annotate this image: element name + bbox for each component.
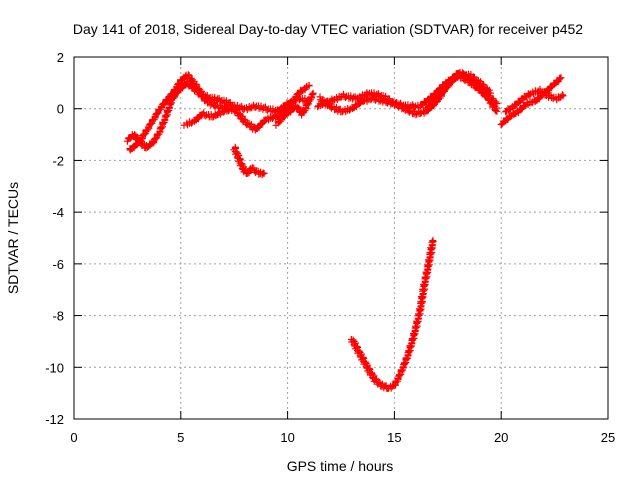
y-tick-label: 0 (57, 102, 64, 117)
y-tick-label: -8 (52, 309, 64, 324)
y-tick-label: -10 (45, 360, 64, 375)
x-tick-label: 15 (387, 430, 401, 445)
y-tick-label: -4 (52, 205, 64, 220)
data-points (123, 68, 567, 392)
y-axis-title: SDTVAR / TECUs (5, 182, 21, 294)
series-sat-j-markers (502, 85, 567, 116)
plot-frame (73, 56, 609, 420)
chart-title: Day 141 of 2018, Sidereal Day-to-day VTE… (73, 21, 583, 37)
y-tick-label: -2 (52, 153, 64, 168)
series-sat-k (347, 237, 437, 392)
x-tick-labels: 0 5 10 15 20 25 (70, 430, 615, 445)
x-tick-label: 0 (70, 430, 77, 445)
y-tick-labels: -12 -10 -8 -6 -4 -2 0 2 (45, 50, 64, 427)
x-tick-label: 10 (280, 430, 294, 445)
series-sat-j (502, 85, 567, 116)
series-sat-h (423, 68, 501, 115)
series-sat-e-markers (230, 143, 268, 178)
axis-ticks (73, 56, 609, 420)
series-sat-e (230, 143, 268, 178)
series-sat-d-markers (272, 89, 317, 129)
series-sat-d (272, 89, 317, 129)
grid-lines (74, 57, 608, 419)
x-tick-label: 5 (177, 430, 184, 445)
series-sat-k-markers (347, 237, 437, 392)
x-tick-label: 25 (601, 430, 615, 445)
series-sat-h-markers (423, 68, 501, 115)
x-axis-title: GPS time / hours (287, 458, 394, 474)
series-sat-b-markers (126, 71, 232, 154)
series-sat-c (180, 81, 313, 134)
series-sat-c-markers (180, 81, 313, 134)
y-tick-label: -12 (45, 412, 64, 427)
y-tick-label: 2 (57, 50, 64, 65)
series-sat-b (126, 71, 232, 154)
x-tick-label: 20 (494, 430, 508, 445)
y-tick-label: -6 (52, 257, 64, 272)
